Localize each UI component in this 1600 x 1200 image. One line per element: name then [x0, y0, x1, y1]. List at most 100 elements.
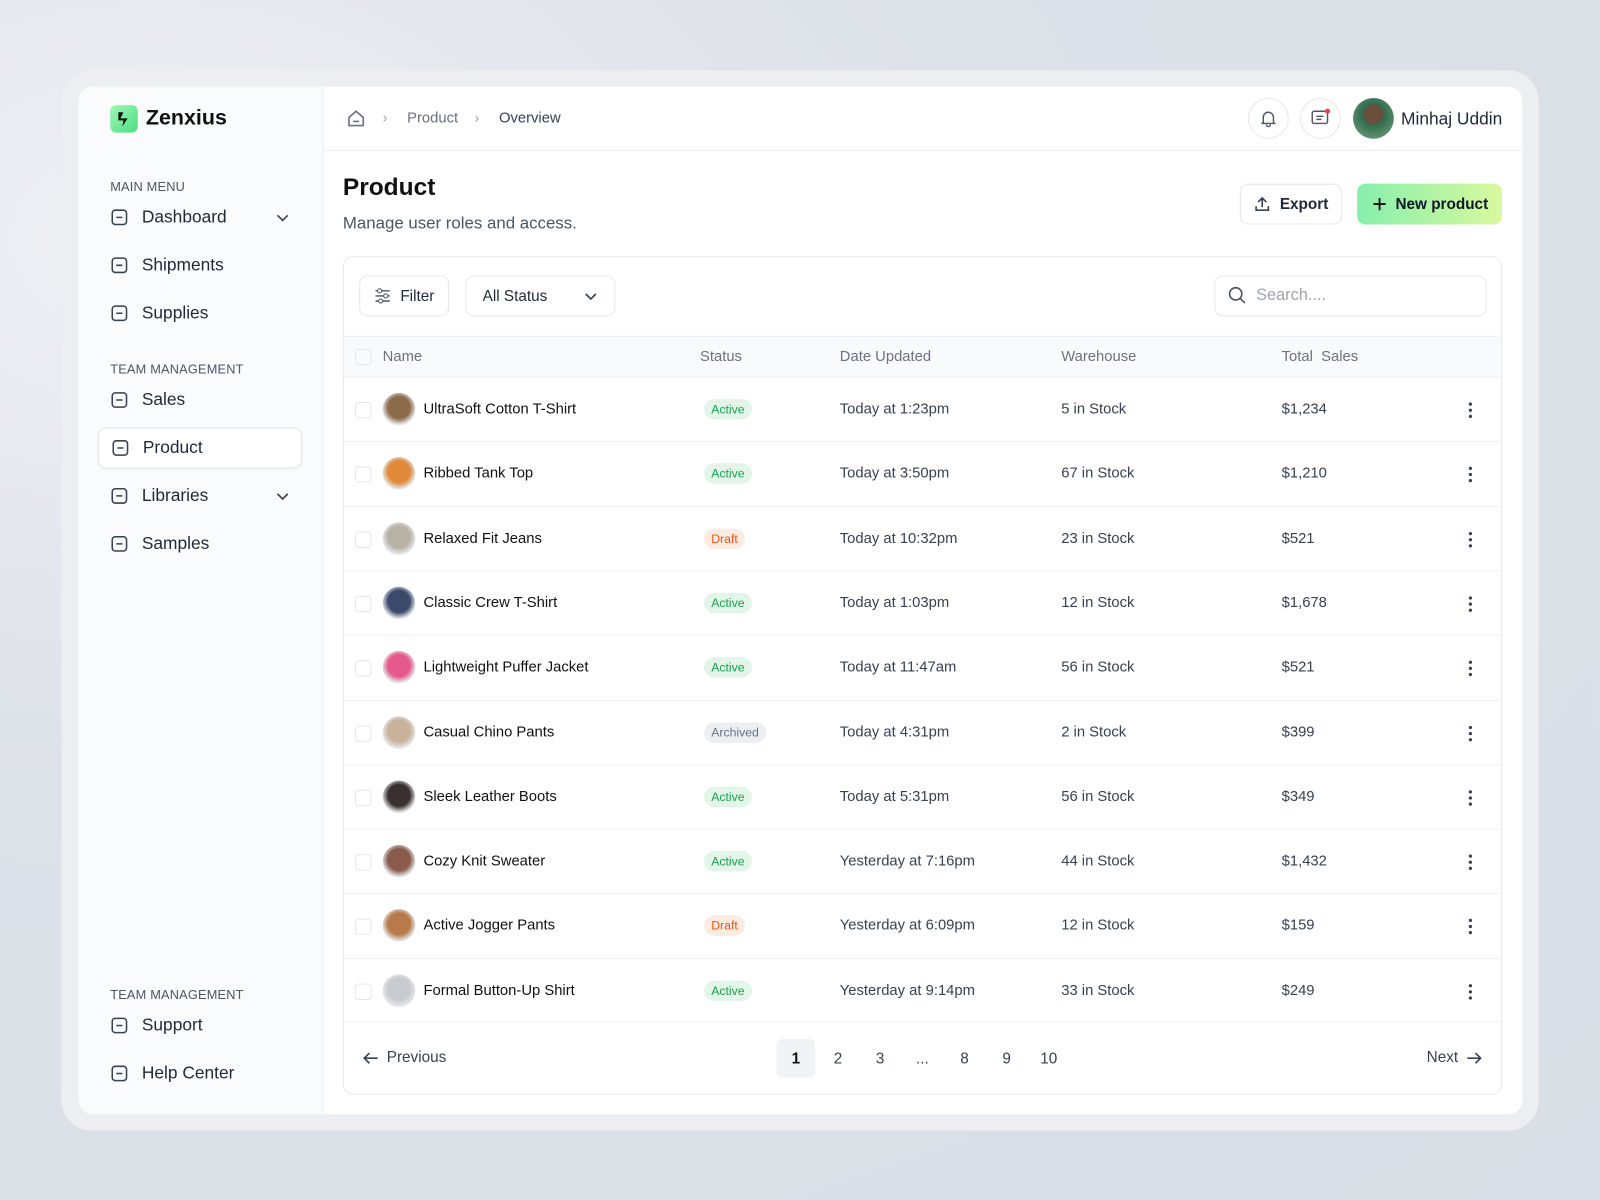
export-button[interactable]: Export [1239, 183, 1342, 225]
row-actions[interactable] [1462, 594, 1478, 614]
total-sales: $1,432 [1281, 853, 1327, 870]
column-header: Name [382, 348, 423, 366]
menu-label: Dashboard [141, 207, 227, 227]
page-button[interactable]: 10 [1040, 1049, 1058, 1067]
status-badge: Active [704, 786, 752, 807]
table-row: Lightweight Puffer Jacket Active Today at … [343, 634, 1502, 700]
status-dropdown[interactable]: All Status [465, 275, 616, 317]
menu-icon [111, 1017, 128, 1034]
search-input[interactable]: Search.... [1214, 275, 1487, 317]
product-thumbnail [382, 974, 416, 1007]
product-name: Cozy Knit Sweater [423, 853, 546, 870]
menu-icon [111, 392, 128, 408]
new-product-button[interactable]: New product [1357, 183, 1503, 225]
menu-label: Samples [141, 533, 210, 554]
menu-item[interactable]: Product [97, 427, 303, 469]
user-avatar[interactable] [1353, 97, 1394, 139]
total-sales: $349 [1281, 788, 1315, 805]
row-actions[interactable] [1462, 981, 1478, 1001]
row-actions[interactable] [1462, 788, 1478, 808]
row-actions[interactable] [1462, 400, 1478, 420]
product-name: Lightweight Puffer Jacket [423, 659, 589, 676]
page-subtitle: Manage user roles and access. [342, 214, 577, 233]
date-updated: Yesterday at 9:14pm [839, 982, 975, 999]
menu-item[interactable]: Samples [98, 523, 302, 564]
row-checkbox[interactable] [355, 531, 372, 548]
breadcrumb-link[interactable]: Product [407, 110, 459, 127]
date-updated: Yesterday at 6:09pm [839, 917, 975, 935]
menu-icon [111, 209, 128, 226]
table-row: Active Jogger Pants Draft Yesterday at 6:0… [343, 893, 1502, 958]
row-actions[interactable] [1462, 529, 1478, 549]
menu-item[interactable]: Supplies [98, 293, 302, 334]
product-name: Relaxed Fit Jeans [423, 530, 542, 547]
messages-button[interactable] [1299, 97, 1341, 139]
menu-item[interactable]: Libraries [98, 476, 302, 517]
table-row: Sleek Leather Boots Active Today at 5:31pm… [343, 764, 1502, 829]
logo [110, 105, 138, 133]
row-checkbox[interactable] [355, 660, 372, 677]
row-checkbox[interactable] [355, 724, 372, 742]
previous-button[interactable]: Previous [362, 1049, 446, 1066]
date-updated: Today at 5:31pm [839, 788, 950, 805]
select-all-checkbox[interactable] [355, 348, 372, 366]
new-product-label: New product [1395, 195, 1489, 213]
page-button[interactable]: 2 [833, 1049, 843, 1067]
menu-label: Supplies [141, 303, 209, 323]
product-thumbnail [382, 651, 416, 684]
chevron [276, 493, 289, 501]
menu-label: Help Center [141, 1063, 235, 1083]
next-button[interactable]: Next [1427, 1049, 1483, 1066]
product-thumbnail [382, 457, 416, 491]
row-checkbox[interactable] [355, 854, 372, 871]
date-updated: Yesterday at 7:16pm [839, 853, 975, 870]
home-icon[interactable] [346, 108, 366, 128]
menu-item[interactable]: Shipments [98, 245, 302, 286]
row-actions[interactable] [1462, 852, 1478, 872]
product-name: Active Jogger Pants [423, 917, 556, 935]
page-button[interactable]: 1 [776, 1038, 816, 1078]
product-thumbnail [382, 522, 416, 555]
date-updated: Today at 1:03pm [839, 594, 950, 612]
product-name: Classic Crew T-Shirt [423, 594, 558, 612]
total-sales: $1,210 [1281, 465, 1327, 482]
column-header: Date Updated [839, 348, 932, 366]
menu-item[interactable]: Help Center [98, 1053, 302, 1094]
row-checkbox[interactable] [355, 402, 372, 419]
page-button[interactable]: ... [915, 1049, 929, 1067]
row-actions[interactable] [1462, 917, 1478, 937]
notifications-button[interactable] [1247, 97, 1289, 139]
row-actions[interactable] [1462, 723, 1478, 743]
product-name: Ribbed Tank Top [423, 465, 534, 482]
product-name: Sleek Leather Boots [423, 788, 557, 805]
product-thumbnail [382, 586, 416, 620]
menu-section-title: TEAM MANAGEMENT [110, 362, 244, 377]
menu-item[interactable]: Support [98, 1005, 302, 1046]
user-name[interactable]: Minhaj Uddin [1401, 109, 1503, 129]
warehouse-stock: 12 in Stock [1061, 917, 1135, 935]
table-row: Formal Button-Up Shirt Active Yesterday at… [343, 957, 1502, 1023]
row-checkbox[interactable] [355, 595, 372, 613]
table-row: Relaxed Fit Jeans Draft Today at 10:32pm 23… [343, 505, 1502, 571]
menu-item[interactable]: Sales [98, 380, 302, 421]
warehouse-stock: 67 in Stock [1061, 465, 1135, 482]
status-badge: Archived [704, 721, 767, 743]
page-button[interactable]: 8 [960, 1049, 969, 1067]
row-checkbox[interactable] [355, 466, 372, 483]
row-checkbox[interactable] [355, 789, 372, 806]
filter-label: Filter [400, 287, 435, 305]
filter-button[interactable]: Filter [359, 275, 449, 317]
status-badge: Active [704, 851, 752, 872]
menu-label: Sales [141, 389, 186, 410]
menu-icon [112, 440, 129, 456]
row-actions[interactable] [1462, 658, 1478, 678]
table-row: Ribbed Tank Top Active Today at 3:50pm 67 i… [343, 441, 1502, 506]
row-checkbox[interactable] [355, 983, 372, 1000]
menu-item[interactable]: Dashboard [98, 197, 302, 238]
page-button[interactable]: 9 [1002, 1049, 1011, 1067]
page-button[interactable]: 3 [875, 1049, 885, 1067]
menu-icon [111, 1065, 128, 1082]
row-actions[interactable] [1462, 465, 1478, 485]
status-badge: Draft [704, 915, 745, 937]
row-checkbox[interactable] [355, 918, 372, 936]
